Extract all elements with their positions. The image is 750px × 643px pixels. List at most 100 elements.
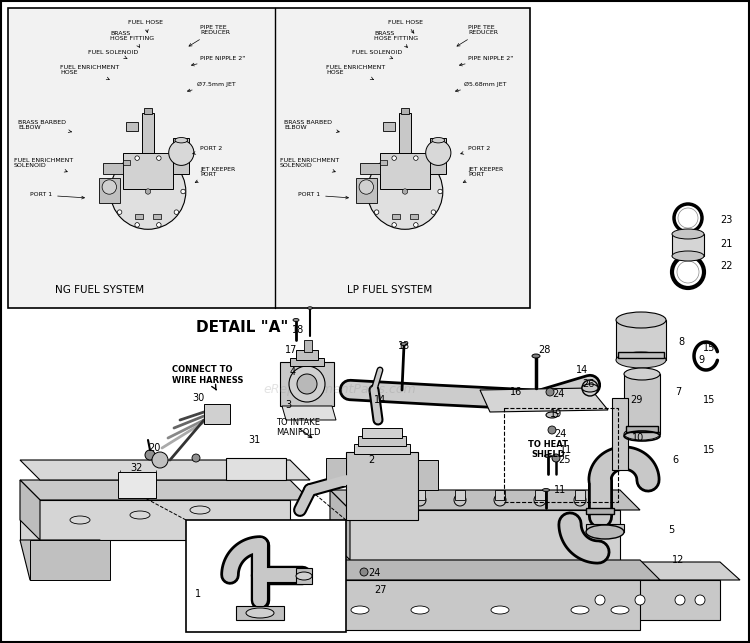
- Text: PORT 2: PORT 2: [193, 145, 222, 154]
- Text: 6: 6: [672, 455, 678, 465]
- Bar: [356, 178, 377, 203]
- Circle shape: [392, 222, 397, 227]
- Bar: [380, 160, 387, 165]
- Text: PORT 1: PORT 1: [298, 192, 349, 199]
- Text: 4: 4: [290, 367, 296, 377]
- Circle shape: [635, 595, 645, 605]
- Ellipse shape: [351, 606, 369, 614]
- Polygon shape: [330, 490, 350, 560]
- Bar: [118, 472, 156, 498]
- Bar: [354, 444, 410, 454]
- Bar: [618, 352, 664, 358]
- Circle shape: [111, 189, 116, 194]
- Text: FUEL ENRICHMENT
SOLENOID: FUEL ENRICHMENT SOLENOID: [14, 158, 74, 172]
- Circle shape: [157, 222, 161, 227]
- Bar: [280, 362, 334, 406]
- Text: 15: 15: [703, 395, 715, 405]
- Ellipse shape: [624, 368, 660, 380]
- Text: 24: 24: [368, 568, 380, 578]
- Text: BRASS
HOSE FITTING: BRASS HOSE FITTING: [110, 31, 154, 48]
- Text: 13: 13: [398, 341, 410, 351]
- Text: 24: 24: [554, 429, 566, 439]
- Circle shape: [145, 450, 155, 460]
- Bar: [136, 214, 142, 219]
- Ellipse shape: [616, 312, 666, 328]
- Bar: [226, 458, 286, 480]
- Circle shape: [454, 494, 466, 506]
- Bar: [616, 320, 666, 360]
- Circle shape: [438, 189, 442, 194]
- Text: NG FUEL SYSTEM: NG FUEL SYSTEM: [56, 285, 145, 295]
- Text: PIPE TEE
REDUCER: PIPE TEE REDUCER: [457, 24, 498, 46]
- Circle shape: [169, 140, 194, 165]
- Bar: [375, 490, 385, 500]
- Bar: [415, 490, 425, 500]
- Ellipse shape: [672, 229, 704, 239]
- Polygon shape: [20, 460, 310, 480]
- Text: 14: 14: [374, 395, 386, 405]
- Circle shape: [595, 595, 605, 605]
- Text: 22: 22: [720, 261, 733, 271]
- Text: Ø7.5mm JET: Ø7.5mm JET: [188, 82, 236, 92]
- Bar: [504, 408, 618, 502]
- Bar: [204, 404, 230, 424]
- Ellipse shape: [542, 489, 550, 491]
- Ellipse shape: [491, 606, 509, 614]
- Bar: [296, 568, 312, 584]
- Bar: [8, 8, 530, 308]
- Polygon shape: [20, 480, 310, 500]
- Polygon shape: [20, 480, 40, 540]
- Text: 23: 23: [720, 215, 732, 225]
- Bar: [495, 490, 505, 500]
- Polygon shape: [20, 500, 290, 540]
- Ellipse shape: [616, 352, 666, 368]
- Bar: [586, 524, 624, 532]
- Bar: [123, 160, 130, 165]
- Bar: [399, 113, 411, 153]
- Ellipse shape: [246, 608, 274, 618]
- Circle shape: [374, 210, 379, 214]
- Circle shape: [181, 189, 185, 194]
- Text: FUEL HOSE: FUEL HOSE: [388, 19, 423, 33]
- Circle shape: [374, 494, 386, 506]
- Bar: [154, 214, 160, 219]
- Bar: [410, 214, 418, 219]
- Text: 5: 5: [668, 525, 674, 535]
- Bar: [382, 122, 395, 131]
- Text: 21: 21: [720, 239, 732, 249]
- Text: TO HEAT
SHIELD: TO HEAT SHIELD: [528, 440, 568, 459]
- Ellipse shape: [532, 354, 540, 358]
- Circle shape: [413, 222, 418, 227]
- Text: TO INTAKE
MANIFOLD: TO INTAKE MANIFOLD: [276, 418, 320, 438]
- Bar: [123, 153, 173, 189]
- Text: FUEL ENRICHMENT
HOSE: FUEL ENRICHMENT HOSE: [60, 64, 119, 80]
- Text: 3: 3: [285, 400, 291, 410]
- Ellipse shape: [308, 307, 313, 309]
- Bar: [586, 508, 614, 514]
- Circle shape: [174, 168, 178, 173]
- Bar: [145, 108, 152, 114]
- Text: LP FUEL SYSTEM: LP FUEL SYSTEM: [347, 285, 433, 295]
- Polygon shape: [320, 580, 640, 630]
- Text: DETAIL "A": DETAIL "A": [196, 320, 288, 335]
- Polygon shape: [30, 540, 110, 580]
- Text: 11: 11: [554, 485, 566, 495]
- Text: BRASS BARBED
ELBOW: BRASS BARBED ELBOW: [18, 120, 71, 132]
- Text: 17: 17: [285, 345, 297, 355]
- Ellipse shape: [544, 455, 551, 458]
- Bar: [626, 426, 658, 432]
- Text: JET KEEPER
PORT: JET KEEPER PORT: [195, 167, 236, 183]
- Text: FUEL SOLENOID: FUEL SOLENOID: [352, 50, 402, 59]
- Text: 25: 25: [558, 455, 571, 465]
- Circle shape: [146, 189, 151, 194]
- Text: 11: 11: [560, 445, 572, 455]
- Bar: [360, 163, 380, 174]
- Circle shape: [574, 494, 586, 506]
- Bar: [535, 490, 545, 500]
- Ellipse shape: [586, 525, 624, 539]
- Circle shape: [675, 595, 685, 605]
- Bar: [392, 214, 400, 219]
- Circle shape: [117, 168, 122, 173]
- Text: FUEL HOSE: FUEL HOSE: [128, 19, 163, 33]
- Circle shape: [431, 210, 436, 214]
